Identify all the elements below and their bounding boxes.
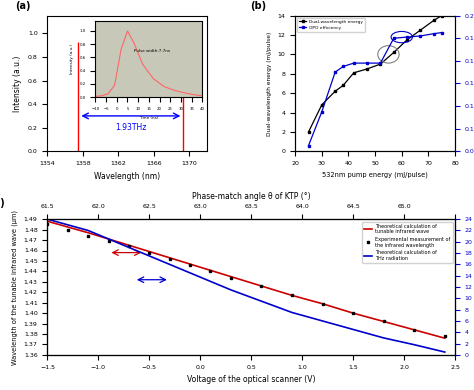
Theoretical calculation of
tunable infrared wave <box>259 284 264 288</box>
Experimental measurement of
the infrared wavelength <box>350 311 356 316</box>
Experimental measurement of
the infrared wavelength <box>65 227 71 232</box>
Theoretical calculation of
THz radiation <box>350 327 356 332</box>
Line: Theoretical calculation of
THz radiation: Theoretical calculation of THz radiation <box>47 219 445 352</box>
OPO efficiency <box>418 34 423 38</box>
Experimental measurement of
the infrared wavelength <box>442 334 447 339</box>
OPO efficiency <box>306 143 311 148</box>
Y-axis label: Dual-wavelength energy (mJ/pulse): Dual-wavelength energy (mJ/pulse) <box>267 31 272 136</box>
Theoretical calculation of
THz radiation <box>259 299 264 303</box>
X-axis label: Wavelength (nm): Wavelength (nm) <box>94 172 160 181</box>
Theoretical calculation of
THz radiation <box>106 237 111 241</box>
Theoretical calculation of
tunable infrared wave <box>45 219 50 223</box>
Theoretical calculation of
THz radiation <box>187 271 193 275</box>
Line: Theoretical calculation of
tunable infrared wave: Theoretical calculation of tunable infra… <box>47 221 445 338</box>
Text: (a): (a) <box>16 1 31 11</box>
Theoretical calculation of
THz radiation <box>208 279 213 284</box>
OPO efficiency <box>378 61 383 66</box>
Theoretical calculation of
tunable infrared wave <box>319 301 325 306</box>
Theoretical calculation of
tunable infrared wave <box>381 319 386 324</box>
Theoretical calculation of
tunable infrared wave <box>187 262 193 266</box>
Theoretical calculation of
THz radiation <box>167 262 173 267</box>
Theoretical calculation of
tunable infrared wave <box>411 328 417 332</box>
Theoretical calculation of
tunable infrared wave <box>65 225 71 229</box>
Theoretical calculation of
THz radiation <box>45 217 50 222</box>
Dual-wavelength energy <box>332 89 338 94</box>
Theoretical calculation of
THz radiation <box>319 319 325 323</box>
Experimental measurement of
the infrared wavelength <box>228 275 234 280</box>
Theoretical calculation of
THz radiation <box>65 222 71 227</box>
Line: OPO efficiency: OPO efficiency <box>307 31 443 147</box>
OPO efficiency <box>404 35 410 39</box>
X-axis label: 532nm pump energy (mJ/pulse): 532nm pump energy (mJ/pulse) <box>322 172 428 178</box>
X-axis label: Phase-match angle θ of KTP (°): Phase-match angle θ of KTP (°) <box>192 192 310 201</box>
Dual-wavelength energy <box>351 71 356 75</box>
Experimental measurement of
the infrared wavelength <box>319 301 325 306</box>
Dual-wavelength energy <box>365 67 370 71</box>
Line: Experimental measurement of
the infrared wavelength: Experimental measurement of the infrared… <box>46 223 446 337</box>
Text: (c): (c) <box>0 198 5 207</box>
Theoretical calculation of
THz radiation <box>411 342 417 347</box>
Experimental measurement of
the infrared wavelength <box>187 263 193 268</box>
Text: (b): (b) <box>250 1 266 11</box>
X-axis label: Voltage of the optical scanner (V): Voltage of the optical scanner (V) <box>187 375 316 384</box>
Dual-wavelength energy <box>378 62 383 66</box>
Theoretical calculation of
tunable infrared wave <box>167 255 173 260</box>
Theoretical calculation of
THz radiation <box>381 335 386 340</box>
Theoretical calculation of
tunable infrared wave <box>289 293 295 298</box>
Theoretical calculation of
tunable infrared wave <box>228 274 234 279</box>
OPO efficiency <box>340 64 346 69</box>
Experimental measurement of
the infrared wavelength <box>411 328 417 332</box>
Y-axis label: Wavelength of the tunable infrared wave (μm): Wavelength of the tunable infrared wave … <box>12 209 18 365</box>
Dual-wavelength energy <box>319 103 325 107</box>
Experimental measurement of
the infrared wavelength <box>45 222 50 227</box>
Experimental measurement of
the infrared wavelength <box>381 319 386 324</box>
OPO efficiency <box>319 110 325 114</box>
Theoretical calculation of
THz radiation <box>146 254 152 258</box>
Dual-wavelength energy <box>418 28 423 32</box>
Dual-wavelength energy <box>404 37 410 42</box>
Dual-wavelength energy <box>391 50 397 55</box>
Legend: Theoretical calculation of
tunable infrared wave, Experimental measurement of
th: Theoretical calculation of tunable infra… <box>362 222 453 263</box>
Theoretical calculation of
tunable infrared wave <box>146 249 152 254</box>
Theoretical calculation of
tunable infrared wave <box>208 268 213 273</box>
Theoretical calculation of
THz radiation <box>228 287 234 292</box>
Theoretical calculation of
THz radiation <box>289 310 295 315</box>
Theoretical calculation of
tunable infrared wave <box>106 237 111 241</box>
Experimental measurement of
the infrared wavelength <box>259 284 264 288</box>
OPO efficiency <box>439 30 445 35</box>
Dual-wavelength energy <box>340 83 346 88</box>
Experimental measurement of
the infrared wavelength <box>85 234 91 238</box>
Experimental measurement of
the infrared wavelength <box>126 244 132 249</box>
Theoretical calculation of
THz radiation <box>85 228 91 233</box>
Experimental measurement of
the infrared wavelength <box>289 293 295 298</box>
OPO efficiency <box>391 36 397 41</box>
Text: 1.93THz: 1.93THz <box>115 123 146 132</box>
Dual-wavelength energy <box>439 13 445 18</box>
Theoretical calculation of
tunable infrared wave <box>126 243 132 248</box>
Dual-wavelength energy <box>431 18 437 23</box>
OPO efficiency <box>332 70 338 74</box>
OPO efficiency <box>351 61 356 66</box>
Experimental measurement of
the infrared wavelength <box>167 257 173 261</box>
OPO efficiency <box>365 61 370 66</box>
Dual-wavelength energy <box>306 129 311 134</box>
Theoretical calculation of
tunable infrared wave <box>85 230 91 235</box>
Experimental measurement of
the infrared wavelength <box>146 250 152 255</box>
Theoretical calculation of
tunable infrared wave <box>350 311 356 316</box>
Y-axis label: Intensity (a.u.): Intensity (a.u.) <box>13 55 22 112</box>
Legend: Dual-wavelength energy, OPO efficiency: Dual-wavelength energy, OPO efficiency <box>297 18 365 32</box>
Experimental measurement of
the infrared wavelength <box>106 239 111 243</box>
OPO efficiency <box>431 31 437 36</box>
Theoretical calculation of
THz radiation <box>126 245 132 250</box>
Theoretical calculation of
tunable infrared wave <box>442 336 447 340</box>
Experimental measurement of
the infrared wavelength <box>208 269 213 274</box>
Line: Dual-wavelength energy: Dual-wavelength energy <box>307 14 443 133</box>
Theoretical calculation of
THz radiation <box>442 350 447 355</box>
